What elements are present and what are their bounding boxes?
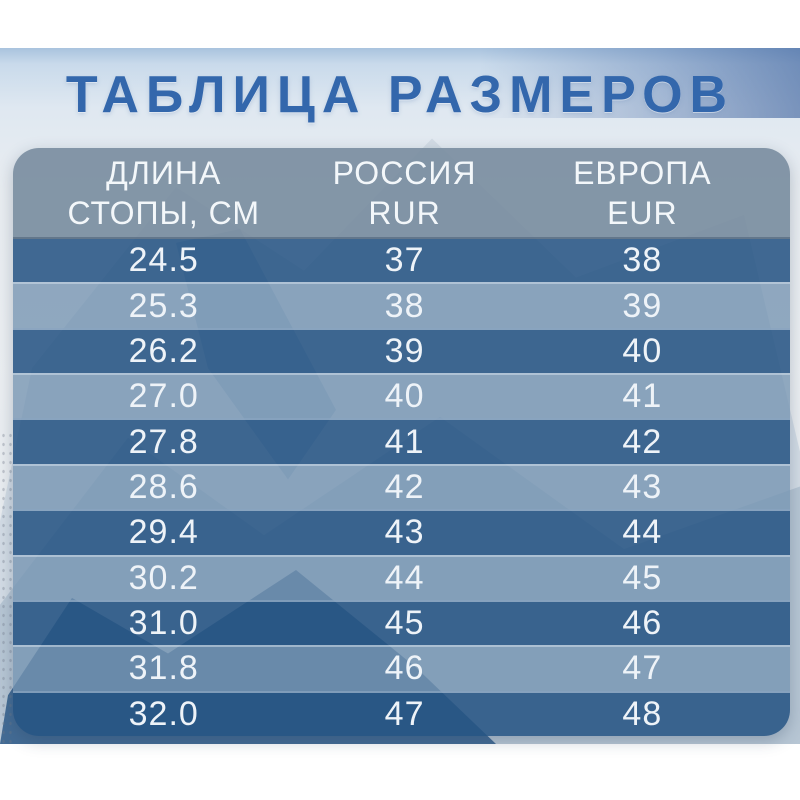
page-title: ТАБЛИЦА РАЗМЕРОВ — [65, 66, 735, 124]
table-row: 24.5 37 38 — [13, 239, 790, 283]
size-table: ДЛИНА СТОПЫ, СМ РОССИЯ RUR ЕВРОПА EUR 24… — [13, 148, 790, 736]
table-row: 28.6 42 43 — [13, 463, 790, 510]
header-foot-length-line2: СТОПЫ, СМ — [67, 194, 261, 231]
header-cell-russia: РОССИЯ RUR — [314, 148, 494, 237]
table-row: 29.4 43 44 — [13, 509, 790, 555]
table-row: 31.0 45 46 — [13, 599, 790, 646]
cell-eur: 48 — [622, 694, 663, 733]
cell-rur: 47 — [384, 694, 425, 733]
header-cell-foot-length: ДЛИНА СТОПЫ, СМ — [13, 148, 314, 237]
cell-rur: 43 — [384, 513, 425, 552]
cell-foot-length: 31.0 — [128, 604, 199, 643]
cell-foot-length: 26.2 — [128, 331, 199, 370]
table-row: 30.2 44 45 — [13, 554, 790, 600]
cell-foot-length: 28.6 — [128, 467, 199, 506]
cell-rur: 42 — [384, 467, 425, 506]
cell-rur: 39 — [384, 331, 425, 370]
header-europe-line2: EUR — [607, 194, 678, 231]
table-row: 27.8 41 42 — [13, 418, 790, 464]
header-russia-line2: RUR — [368, 194, 441, 231]
cell-eur: 47 — [622, 649, 663, 688]
cell-rur: 46 — [384, 649, 425, 688]
header-europe-line1: ЕВРОПА — [573, 154, 712, 191]
table-row: 32.0 47 48 — [13, 690, 790, 736]
cell-rur: 41 — [384, 422, 425, 461]
cell-foot-length: 24.5 — [128, 241, 199, 280]
cell-eur: 39 — [622, 286, 663, 325]
cell-foot-length: 31.8 — [128, 649, 199, 688]
cell-foot-length: 25.3 — [128, 286, 199, 325]
cell-rur: 38 — [384, 286, 425, 325]
header-cell-europe: ЕВРОПА EUR — [495, 148, 790, 237]
cell-eur: 46 — [622, 604, 663, 643]
cell-rur: 37 — [384, 241, 425, 280]
cell-eur: 41 — [622, 377, 663, 416]
cell-eur: 40 — [622, 331, 663, 370]
cell-foot-length: 27.0 — [128, 377, 199, 416]
table-row: 31.8 46 47 — [13, 645, 790, 691]
cell-rur: 44 — [384, 558, 425, 597]
cell-eur: 38 — [622, 241, 663, 280]
cell-foot-length: 30.2 — [128, 558, 199, 597]
cell-foot-length: 27.8 — [128, 422, 199, 461]
header-foot-length-line1: ДЛИНА — [106, 154, 222, 191]
table-rows: 24.5 37 38 25.3 38 39 26.2 39 40 27.0 40… — [13, 239, 790, 736]
table-row: 27.0 40 41 — [13, 373, 790, 419]
header-russia-line1: РОССИЯ — [332, 154, 477, 191]
cell-eur: 42 — [622, 422, 663, 461]
cell-foot-length: 32.0 — [128, 694, 199, 733]
cell-foot-length: 29.4 — [128, 513, 199, 552]
table-row: 26.2 39 40 — [13, 327, 790, 374]
cell-eur: 45 — [622, 558, 663, 597]
snow-texture — [0, 430, 16, 744]
table-row: 25.3 38 39 — [13, 282, 790, 328]
cell-eur: 44 — [622, 513, 663, 552]
cell-rur: 45 — [384, 604, 425, 643]
sky-gradient — [480, 48, 800, 118]
cell-eur: 43 — [622, 467, 663, 506]
cell-rur: 40 — [384, 377, 425, 416]
table-header: ДЛИНА СТОПЫ, СМ РОССИЯ RUR ЕВРОПА EUR — [13, 148, 790, 239]
